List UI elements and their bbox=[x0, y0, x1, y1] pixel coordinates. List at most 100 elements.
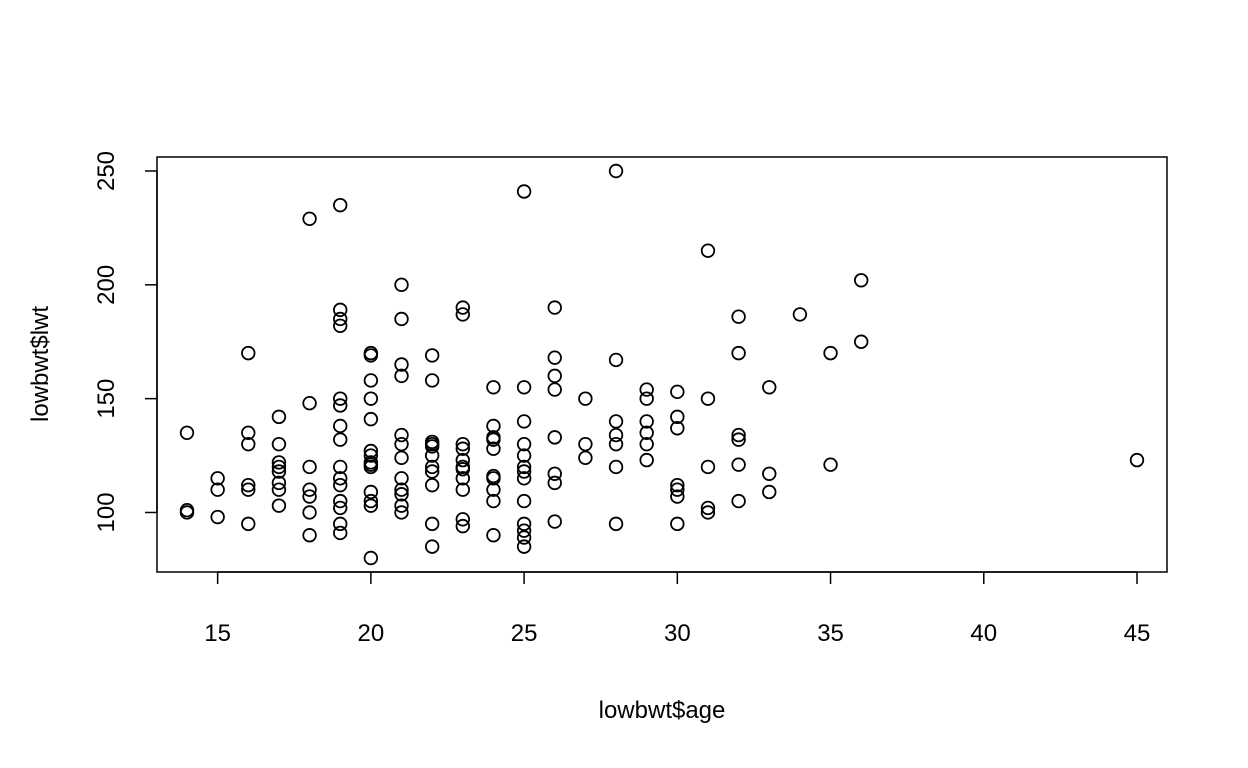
data-point bbox=[639, 414, 654, 429]
data-point bbox=[670, 516, 685, 532]
data-point bbox=[271, 455, 287, 470]
data-point bbox=[853, 273, 869, 288]
data-point bbox=[394, 505, 409, 520]
data-point bbox=[516, 464, 532, 479]
data-point bbox=[302, 528, 317, 543]
data-point bbox=[516, 414, 532, 429]
data-point bbox=[670, 489, 685, 504]
x-tick-label: 25 bbox=[511, 620, 538, 647]
data-point bbox=[731, 432, 746, 447]
data-point bbox=[302, 505, 317, 520]
data-point bbox=[424, 459, 440, 475]
data-point bbox=[792, 307, 808, 322]
data-point bbox=[271, 459, 287, 475]
data-point bbox=[670, 421, 685, 436]
data-point bbox=[639, 382, 654, 397]
data-point bbox=[333, 197, 348, 213]
data-point bbox=[363, 550, 379, 566]
data-point bbox=[394, 277, 409, 293]
data-point bbox=[271, 409, 287, 425]
data-point bbox=[394, 436, 409, 452]
data-point bbox=[241, 482, 256, 497]
data-point bbox=[333, 459, 348, 475]
data-point bbox=[333, 516, 348, 532]
data-point bbox=[424, 464, 440, 479]
data-point bbox=[700, 505, 716, 520]
data-point bbox=[578, 391, 593, 406]
data-point bbox=[486, 482, 501, 497]
data-point bbox=[639, 452, 654, 468]
data-point bbox=[823, 457, 838, 472]
data-point bbox=[363, 443, 379, 459]
data-point bbox=[608, 163, 624, 179]
x-tick-label: 45 bbox=[1124, 620, 1151, 647]
data-point bbox=[455, 436, 471, 452]
data-point bbox=[363, 459, 379, 475]
data-point bbox=[302, 489, 317, 504]
data-point bbox=[363, 448, 379, 463]
data-point bbox=[424, 477, 440, 493]
data-point bbox=[394, 482, 409, 497]
data-point bbox=[210, 471, 225, 486]
data-point bbox=[455, 518, 471, 534]
data-point bbox=[516, 523, 532, 538]
data-point bbox=[394, 471, 409, 486]
data-point bbox=[639, 425, 654, 440]
data-point bbox=[424, 348, 440, 363]
x-tick-label: 35 bbox=[817, 620, 844, 647]
data-point bbox=[394, 487, 409, 502]
data-point bbox=[455, 452, 471, 468]
data-point bbox=[700, 500, 716, 516]
data-point bbox=[731, 345, 746, 361]
data-point bbox=[363, 411, 379, 427]
data-point bbox=[271, 436, 287, 452]
y-axis: 100 150 200 250 bbox=[93, 151, 158, 532]
data-point bbox=[394, 311, 409, 327]
data-point bbox=[516, 380, 532, 395]
data-point bbox=[455, 307, 471, 322]
y-tick-label: 250 bbox=[93, 151, 120, 191]
data-point bbox=[333, 500, 348, 516]
data-point bbox=[516, 448, 532, 463]
data-point bbox=[486, 432, 501, 447]
data-point bbox=[547, 300, 562, 315]
data-point bbox=[762, 484, 777, 500]
data-point bbox=[424, 539, 440, 554]
data-point bbox=[333, 302, 348, 318]
data-point bbox=[241, 516, 256, 532]
data-point bbox=[516, 471, 532, 486]
data-point bbox=[516, 516, 532, 532]
data-point bbox=[210, 509, 225, 525]
x-tick-label: 15 bbox=[204, 620, 231, 647]
data-point bbox=[547, 350, 562, 365]
data-point bbox=[333, 432, 348, 447]
data-point bbox=[608, 427, 624, 443]
data-point bbox=[455, 462, 471, 477]
data-point bbox=[670, 477, 685, 493]
x-axis-title: lowbwt$age bbox=[599, 697, 726, 724]
y-axis-title: lowbwt$lwt bbox=[27, 306, 54, 422]
data-point bbox=[424, 439, 440, 454]
data-point bbox=[516, 459, 532, 475]
data-point bbox=[333, 318, 348, 334]
data-point bbox=[547, 368, 562, 384]
data-point bbox=[700, 459, 716, 475]
data-point bbox=[608, 516, 624, 532]
data-point bbox=[516, 436, 532, 452]
data-point bbox=[731, 493, 746, 509]
x-tick-label: 20 bbox=[358, 620, 385, 647]
data-point bbox=[608, 459, 624, 475]
data-point bbox=[516, 539, 532, 554]
data-point bbox=[516, 530, 532, 545]
data-point bbox=[670, 409, 685, 425]
data-point bbox=[302, 211, 317, 227]
data-point bbox=[455, 482, 471, 497]
data-point bbox=[516, 184, 532, 199]
x-tick-label: 30 bbox=[664, 620, 691, 647]
x-axis: 15 20 25 30 35 40 45 bbox=[204, 571, 1151, 647]
data-point bbox=[700, 391, 716, 406]
data-point bbox=[424, 516, 440, 532]
data-point bbox=[424, 448, 440, 463]
data-point bbox=[302, 482, 317, 497]
